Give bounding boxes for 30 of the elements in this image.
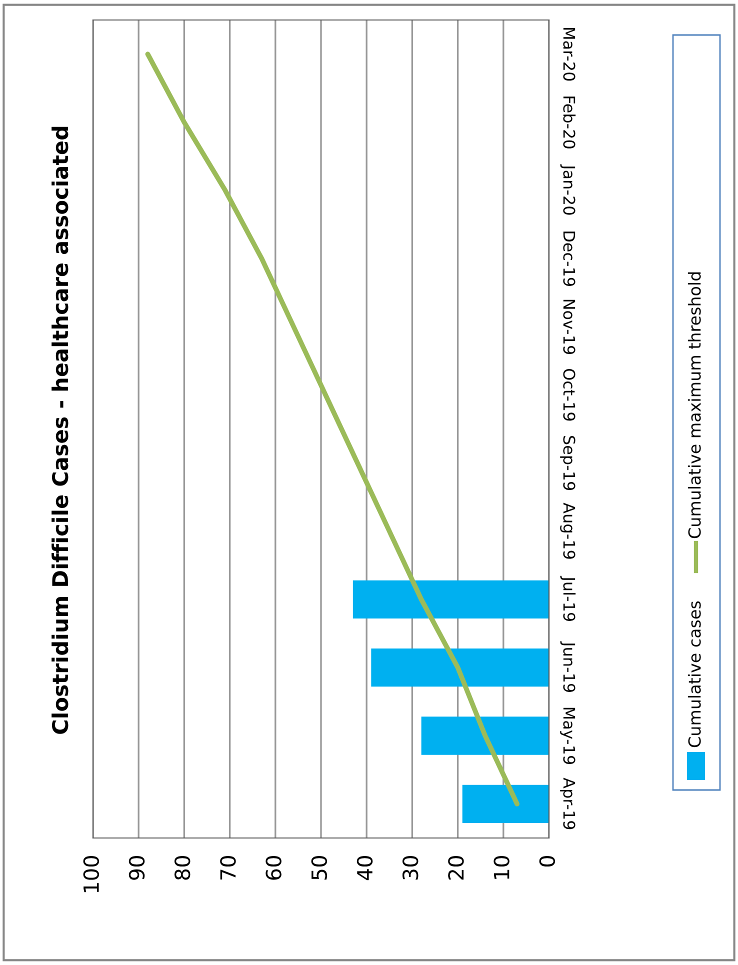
x-tick-label: 40: [356, 856, 373, 880]
y-tick-label: Apr-19: [560, 778, 576, 830]
text: Cumulative cases: [688, 601, 701, 748]
y-tick-label: Nov-19: [563, 300, 576, 354]
y-tick-label: Oct-19: [563, 368, 576, 421]
bar: [421, 716, 549, 755]
bar: [371, 648, 549, 687]
bar: [462, 784, 549, 824]
x-tick-label: 30: [402, 856, 418, 880]
y-tick-label: Jun-19: [560, 641, 576, 692]
y-tick-label: Jan-20: [560, 164, 576, 215]
y-tick-label: Jul-19: [560, 576, 576, 621]
x-tick-label: 10: [494, 856, 510, 879]
x-tick-label: 0: [539, 856, 556, 867]
y-tick-label: Aug-19: [560, 502, 576, 559]
x-tick-label: 100: [83, 856, 100, 892]
y-tick-label: Feb-20: [563, 96, 576, 148]
x-tick-label: 20: [448, 856, 464, 880]
x-tick-label: 60: [266, 856, 282, 880]
x-tick-label: 80: [174, 856, 190, 880]
text: Clostridium Difficile Cases - healthcare associated: [52, 126, 68, 734]
x-tick-label: 90: [128, 856, 145, 880]
x-tick-label: 70: [220, 856, 236, 880]
x-tick-label: 50: [311, 856, 328, 880]
y-tick-label: Dec-19: [563, 232, 576, 286]
text: Cumulative maximum threshold: [688, 272, 701, 538]
y-tick-label: Sep-19: [560, 436, 576, 490]
y-tick-label: May-19: [560, 708, 576, 764]
bar: [352, 580, 549, 619]
y-tick-label: Mar-20: [563, 28, 576, 81]
